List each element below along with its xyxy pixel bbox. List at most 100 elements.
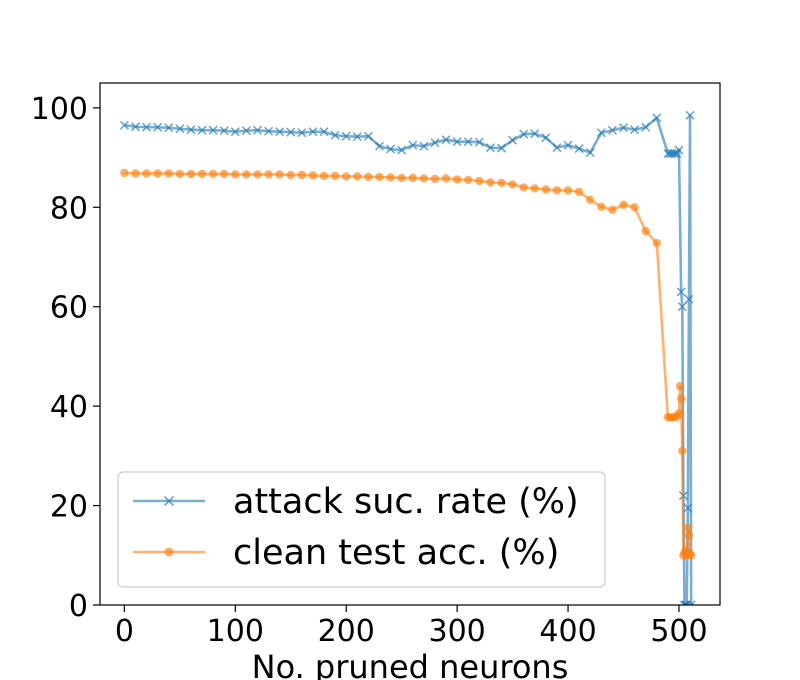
data-point [252,125,263,135]
data-point [153,169,162,178]
data-point [308,171,318,180]
data-point [585,148,595,158]
data-point [419,141,429,151]
data-point [684,294,694,304]
data-point [630,125,640,135]
legend-label: attack suc. rate (%) [233,482,579,522]
data-point [608,205,617,214]
data-point [676,287,686,297]
data-point [352,132,362,142]
data-point [330,171,340,181]
legend-label: clean test acc. (%) [233,533,559,573]
data-point [464,175,473,185]
data-point [142,122,152,132]
data-point [519,129,529,139]
data-point [119,120,129,130]
data-point [186,125,196,135]
data-point [386,144,396,154]
data-point [552,186,562,195]
data-point [231,170,240,179]
data-point [386,173,395,182]
data-point [186,169,196,179]
data-point [342,172,351,181]
series-layer [119,110,696,605]
x-tick-label: 200 [318,614,375,649]
data-point [275,170,284,179]
data-point [486,178,495,187]
data-point [463,137,473,147]
legend: attack suc. rate (%) clean test acc. (%) [117,471,606,588]
data-point [684,531,694,540]
data-point [497,178,506,188]
x-axis-ticks: 0 100 200 300 400 500 [115,605,708,649]
data-point [607,125,617,135]
x-tick-label: 500 [650,614,707,649]
legend-item: clean test acc. (%) [133,533,559,573]
data-point [419,174,429,183]
data-point [574,187,584,197]
data-point [586,195,595,205]
data-point [552,143,562,153]
data-point [430,138,440,148]
data-point [683,503,693,513]
data-point [208,169,218,179]
data-point [641,122,651,132]
data-point [686,551,696,560]
data-point [242,170,251,179]
data-point [541,185,551,194]
data-point [164,169,173,178]
data-point [563,186,573,195]
y-tick-label: 20 [50,490,88,525]
series-1 [120,168,696,560]
data-point [264,170,273,179]
plot-area [119,110,696,605]
data-point [563,140,573,150]
data-point [241,126,251,136]
data-point [219,126,229,136]
data-point [297,128,307,138]
x-tick-label: 400 [539,614,596,649]
data-point [508,180,517,189]
legend-marker [164,547,174,557]
data-point [641,226,650,236]
data-point [353,172,362,181]
data-point [341,131,351,141]
data-point [286,127,296,137]
data-point [364,172,373,182]
y-tick-label: 0 [69,589,88,624]
x-tick-label: 0 [115,614,134,649]
data-point [164,123,174,133]
data-point [131,169,140,178]
data-point [474,137,484,147]
data-point [430,174,440,184]
data-point [319,127,329,137]
data-point [208,125,218,135]
data-point [408,140,418,150]
legend-marker [163,495,175,507]
data-point [675,382,685,391]
x-tick-label: 300 [429,614,486,649]
data-point [677,302,687,312]
y-tick-label: 100 [31,92,88,127]
data-point [297,170,307,180]
data-point [508,135,518,145]
data-point [686,600,696,605]
data-point [619,200,628,209]
legend-item: attack suc. rate (%) [133,482,579,522]
data-point [683,523,693,533]
data-point [574,144,584,154]
data-point [618,123,629,133]
data-point [676,394,686,403]
data-point [678,446,687,456]
data-point [120,168,129,178]
data-point [330,130,340,140]
x-tick-label: 100 [207,614,264,649]
data-point [485,143,495,153]
y-tick-label: 40 [50,390,88,425]
data-point [175,124,185,134]
data-point [541,133,551,143]
data-point [363,131,373,141]
x-axis-title: No. pruned neurons [252,648,569,680]
data-point [275,127,285,137]
